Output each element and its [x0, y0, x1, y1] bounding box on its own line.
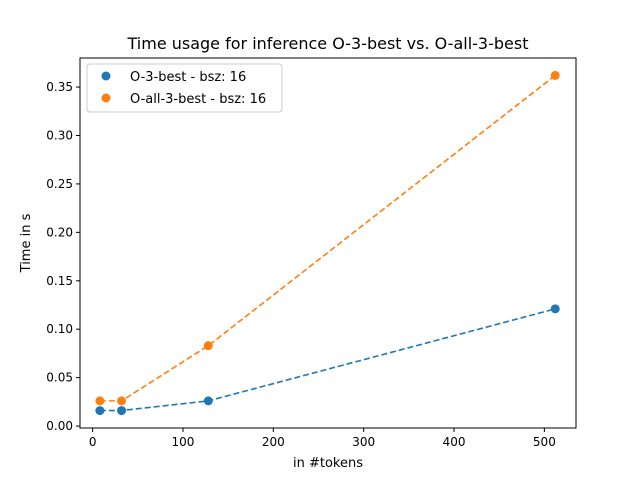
y-tick-label: 0.05	[46, 371, 73, 385]
series-line	[99, 308, 556, 412]
data-point	[95, 406, 105, 416]
data-point	[117, 406, 127, 416]
legend-label: O-3-best - bsz: 16	[130, 70, 246, 85]
y-tick-label: 0.25	[46, 177, 73, 191]
y-tick-label: 0.15	[46, 274, 73, 288]
legend-marker	[101, 93, 111, 103]
y-tick-label: 0.30	[46, 128, 73, 142]
data-point	[203, 341, 213, 351]
legend: O-3-best - bsz: 16 O-all-3-best - bsz: 16	[86, 63, 283, 113]
legend-box	[86, 63, 283, 113]
series-0	[95, 304, 560, 416]
data-point	[117, 396, 127, 406]
x-tick-label: 400	[443, 435, 466, 449]
data-point	[550, 304, 560, 314]
data-point	[203, 396, 213, 406]
x-tick-label: 0	[89, 435, 97, 449]
y-axis: 0.00 0.05 0.10 0.15 0.20 0.25 0.30 0.35	[46, 80, 80, 433]
plot-background	[80, 58, 576, 428]
y-axis-label: Time in s	[19, 213, 34, 273]
y-tick-label: 0.10	[46, 322, 73, 336]
y-tick-label: 0.20	[46, 225, 73, 239]
data-point	[550, 70, 560, 80]
series-1	[95, 70, 560, 406]
x-tick-label: 100	[172, 435, 195, 449]
y-tick-label: 0.00	[46, 419, 73, 433]
plot-border	[79, 57, 577, 429]
plot-area	[79, 57, 577, 429]
chart-title: Time usage for inference O-3-best vs. O-…	[127, 34, 529, 53]
x-axis: 0 100 200 300 400 500	[89, 428, 556, 449]
legend-label: O-all-3-best - bsz: 16	[130, 92, 266, 107]
data-point	[95, 396, 105, 406]
y-tick-label: 0.35	[46, 80, 73, 94]
x-tick-label: 500	[533, 435, 556, 449]
x-tick-label: 300	[352, 435, 375, 449]
series-line	[99, 74, 556, 402]
legend-entries: O-3-best - bsz: 16 O-all-3-best - bsz: 16	[101, 70, 266, 107]
series-layer	[95, 70, 560, 416]
legend-marker	[101, 71, 111, 81]
x-axis-label: in #tokens	[293, 456, 363, 471]
x-tick-label: 200	[262, 435, 285, 449]
